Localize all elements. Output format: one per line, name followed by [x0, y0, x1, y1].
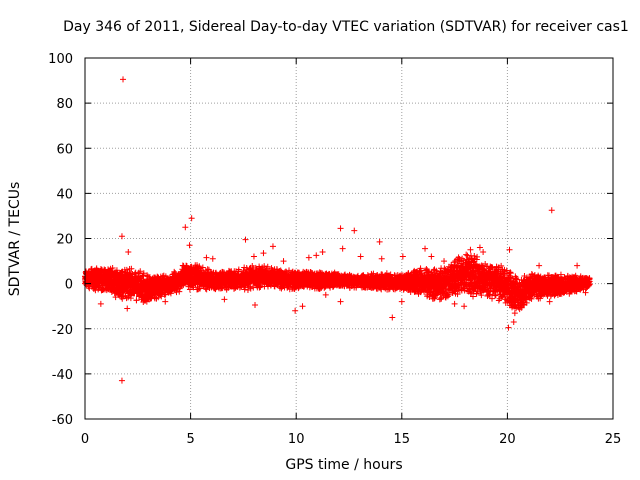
data-point	[113, 267, 120, 274]
data-point	[128, 265, 135, 272]
data-point	[172, 270, 179, 277]
data-point	[173, 289, 180, 296]
chart-title: Day 346 of 2011, Sidereal Day-to-day VTE…	[63, 19, 629, 35]
data-points	[82, 76, 593, 384]
data-point	[140, 270, 147, 277]
data-point	[137, 268, 144, 275]
data-point	[109, 264, 116, 271]
data-point	[176, 288, 183, 295]
data-point	[133, 297, 140, 304]
data-point	[186, 286, 193, 293]
data-point	[158, 290, 165, 297]
data-point	[119, 295, 126, 302]
data-point	[123, 266, 130, 273]
data-point	[92, 287, 99, 294]
